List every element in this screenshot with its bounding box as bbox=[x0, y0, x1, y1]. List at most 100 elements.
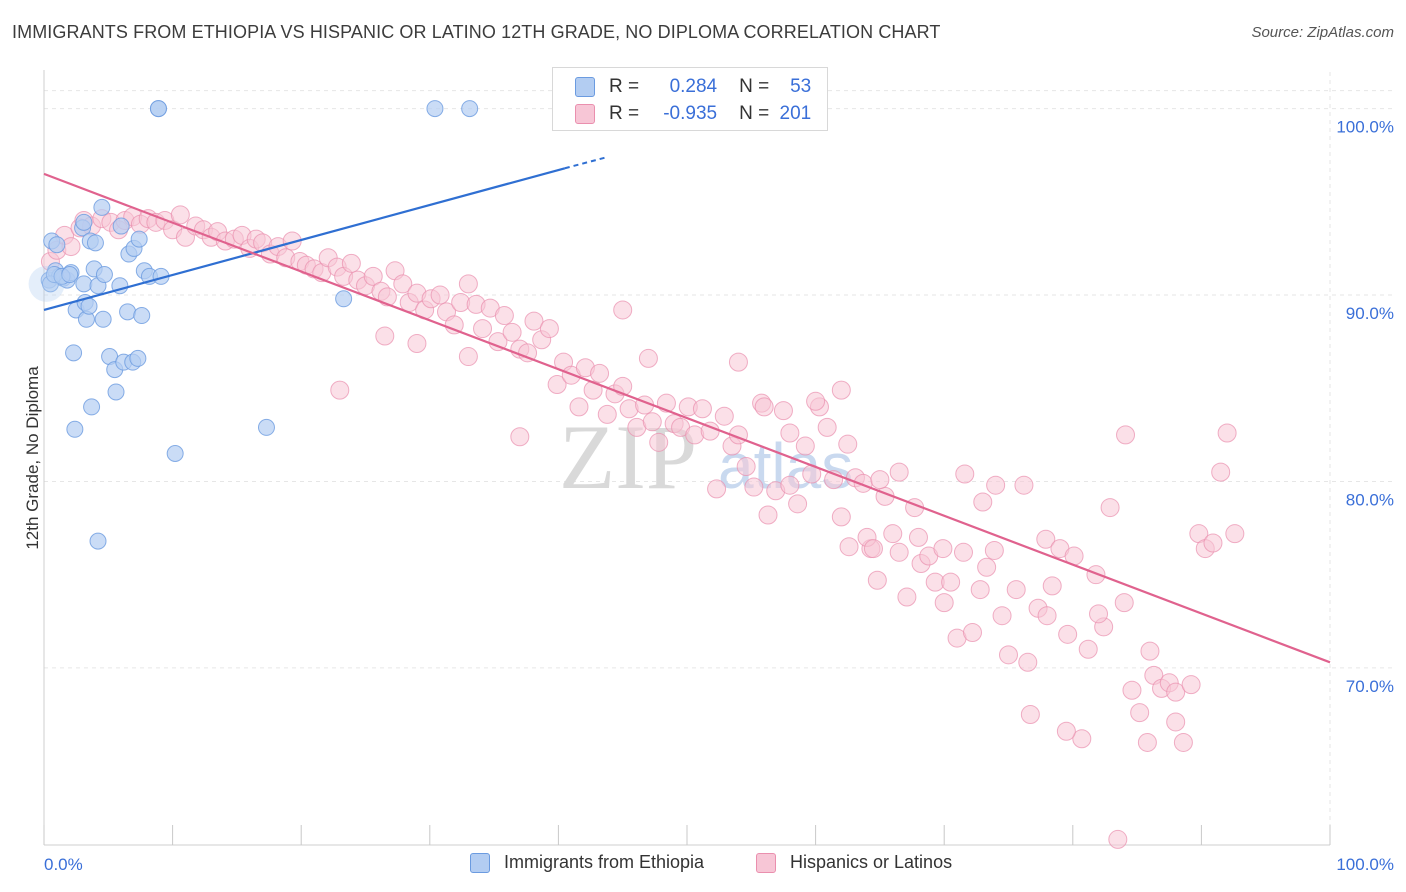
data-point-hispanics bbox=[970, 580, 990, 600]
data-point-hispanics bbox=[788, 494, 808, 514]
legend-n-label: N = bbox=[739, 103, 770, 124]
data-point-hispanics bbox=[692, 399, 712, 419]
data-point-hispanics bbox=[642, 412, 662, 432]
data-point-ethiopia bbox=[426, 100, 444, 118]
data-cluster-ethiopia bbox=[28, 265, 65, 302]
data-point-hispanics bbox=[780, 423, 800, 443]
legend-label-ethiopia: Immigrants from Ethiopia bbox=[504, 852, 705, 872]
legend-item-ethiopia[interactable]: Immigrants from Ethiopia bbox=[470, 852, 704, 873]
data-point-hispanics bbox=[473, 319, 493, 339]
data-point-hispanics bbox=[977, 557, 997, 577]
trend-line-hispanics bbox=[43, 172, 1331, 664]
legend-r-label: R = bbox=[609, 103, 640, 124]
x-tick-label-min: 0.0% bbox=[44, 855, 83, 874]
data-point-hispanics bbox=[817, 417, 837, 437]
data-point-hispanics bbox=[941, 572, 961, 592]
data-point-ethiopia bbox=[130, 230, 148, 248]
trend-line-ethiopia-extension bbox=[564, 156, 608, 170]
data-point-hispanics bbox=[518, 343, 538, 363]
data-point-hispanics bbox=[831, 380, 851, 400]
data-point-hispanics bbox=[973, 492, 993, 512]
legend-row-hispanics: R = -0.935 N = 201 bbox=[553, 101, 811, 127]
data-point-hispanics bbox=[583, 380, 603, 400]
legend-item-hispanics[interactable]: Hispanics or Latinos bbox=[756, 852, 952, 873]
legend-n-value: 53 bbox=[790, 76, 812, 97]
legend-r-label: R = bbox=[609, 76, 640, 97]
data-point-hispanics bbox=[1078, 639, 1098, 659]
data-point-hispanics bbox=[330, 380, 350, 400]
data-point-hispanics bbox=[1211, 462, 1231, 482]
data-point-hispanics bbox=[714, 406, 734, 426]
data-point-ethiopia bbox=[95, 266, 113, 284]
data-point-hispanics bbox=[1114, 593, 1134, 613]
chart-source: Source: ZipAtlas.com bbox=[1251, 24, 1394, 41]
data-point-hispanics bbox=[649, 432, 669, 452]
legend-row-ethiopia: R = 0.284 N = 53 bbox=[553, 74, 811, 100]
data-point-hispanics bbox=[1100, 498, 1120, 518]
data-point-hispanics bbox=[569, 397, 589, 417]
data-point-ethiopia bbox=[89, 532, 107, 550]
data-point-hispanics bbox=[1037, 606, 1057, 626]
data-point-ethiopia bbox=[107, 383, 125, 401]
trend-line-ethiopia bbox=[43, 167, 566, 312]
data-point-ethiopia bbox=[75, 213, 93, 231]
data-point-ethiopia bbox=[166, 445, 184, 462]
data-point-hispanics bbox=[831, 507, 851, 527]
data-point-hispanics bbox=[758, 505, 778, 525]
data-point-ethiopia bbox=[86, 234, 104, 252]
data-point-ethiopia bbox=[133, 307, 151, 325]
data-point-hispanics bbox=[986, 475, 1006, 495]
data-point-hispanics bbox=[597, 404, 617, 424]
y-axis-title: 12th Grade, No Diploma bbox=[23, 366, 42, 550]
correlation-legend: R = 0.284 N = 53 R = -0.935 N = 201 bbox=[552, 67, 828, 131]
data-point-hispanics bbox=[1056, 721, 1076, 741]
data-point-hispanics bbox=[375, 326, 395, 346]
data-point-hispanics bbox=[1058, 624, 1078, 644]
data-point-hispanics bbox=[341, 253, 361, 273]
data-point-hispanics bbox=[962, 622, 982, 642]
y-tick-labels: 70.0% 80.0% 90.0% 100.0% bbox=[1336, 118, 1394, 696]
data-point-hispanics bbox=[1108, 829, 1128, 849]
data-point-hispanics bbox=[1140, 641, 1160, 661]
data-point-hispanics bbox=[444, 315, 464, 335]
data-point-hispanics bbox=[1089, 604, 1109, 624]
data-point-ethiopia bbox=[119, 303, 137, 321]
series-ethiopia-points bbox=[28, 100, 479, 550]
data-point-hispanics bbox=[510, 427, 530, 447]
data-point-hispanics bbox=[590, 363, 610, 383]
data-point-hispanics bbox=[1225, 524, 1245, 544]
data-point-hispanics bbox=[728, 352, 748, 372]
data-point-hispanics bbox=[897, 587, 917, 607]
data-point-hispanics bbox=[1018, 652, 1038, 672]
data-point-hispanics bbox=[1137, 732, 1157, 752]
data-point-ethiopia bbox=[75, 275, 93, 293]
data-point-hispanics bbox=[1014, 475, 1034, 495]
data-point-hispanics bbox=[1203, 533, 1223, 553]
data-point-hispanics bbox=[870, 470, 890, 490]
data-point-hispanics bbox=[613, 300, 633, 320]
legend-n-label: N = bbox=[739, 76, 770, 97]
data-point-hispanics bbox=[955, 464, 975, 484]
data-point-hispanics bbox=[1020, 705, 1040, 724]
legend-swatch-ethiopia bbox=[575, 77, 595, 97]
y-tick-label: 80.0% bbox=[1346, 490, 1394, 509]
data-point-ethiopia bbox=[48, 236, 66, 254]
data-point-hispanics bbox=[1042, 576, 1062, 596]
chart-title: IMMIGRANTS FROM ETHIOPIA VS HISPANIC OR … bbox=[12, 22, 941, 42]
data-point-ethiopia bbox=[65, 344, 83, 362]
data-point-hispanics bbox=[934, 593, 954, 613]
data-point-hispanics bbox=[393, 274, 413, 294]
series-legend: Immigrants from Ethiopia Hispanics or La… bbox=[0, 852, 1406, 878]
data-point-hispanics bbox=[999, 645, 1018, 665]
data-point-hispanics bbox=[795, 436, 815, 456]
data-point-hispanics bbox=[806, 391, 826, 411]
data-point-hispanics bbox=[953, 542, 973, 562]
x-tick-label-max: 100.0% bbox=[1336, 855, 1394, 874]
data-point-hispanics bbox=[744, 477, 764, 497]
data-point-hispanics bbox=[363, 266, 383, 286]
data-point-hispanics bbox=[539, 319, 559, 339]
data-point-hispanics bbox=[524, 311, 544, 331]
data-point-hispanics bbox=[1166, 682, 1186, 702]
data-point-hispanics bbox=[867, 570, 887, 590]
